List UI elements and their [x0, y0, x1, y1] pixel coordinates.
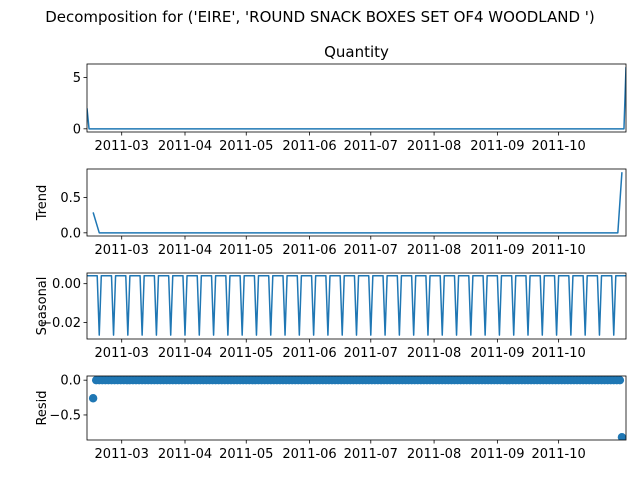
x-tick-label: 2011-07 [344, 139, 398, 154]
x-tick-label: 2011-04 [158, 139, 212, 154]
x-tick-label: 2011-08 [407, 447, 461, 462]
y-axis-label: Resid [35, 390, 50, 425]
y-tick-label: 0.00 [52, 277, 81, 292]
x-tick-label: 2011-09 [470, 346, 524, 361]
x-tick-label: 2011-08 [407, 346, 461, 361]
x-tick-label: 2011-08 [407, 243, 461, 258]
y-axis-label: Trend [35, 185, 50, 222]
y-tick-label: −0.5 [49, 408, 81, 423]
x-tick-label: 2011-06 [282, 447, 336, 462]
x-tick-label: 2011-07 [344, 243, 398, 258]
panel-data [87, 274, 626, 336]
panel-data [92, 172, 623, 234]
x-tick-label: 2011-10 [531, 447, 585, 462]
x-tick-label: 2011-09 [470, 243, 524, 258]
panel-data [88, 376, 626, 440]
resid-point [615, 376, 625, 385]
y-tick-label: 0.5 [60, 191, 81, 206]
x-tick-label: 2011-03 [95, 346, 149, 361]
x-tick-label: 2011-03 [95, 447, 149, 462]
y-tick-label: 0 [73, 122, 81, 137]
x-tick-label: 2011-03 [95, 243, 149, 258]
x-tick-label: 2011-06 [282, 346, 336, 361]
series-line [92, 172, 623, 234]
x-tick-label: 2011-04 [158, 346, 212, 361]
panel-data [87, 67, 626, 130]
x-tick-label: 2011-05 [219, 346, 273, 361]
panel-4: 0.0 −0.5 2011-03 2011-04 2011-05 2011-06 2011-… [35, 374, 627, 462]
x-tick-label: 2011-04 [158, 243, 212, 258]
panel-title: Quantity [324, 43, 389, 61]
x-tick-label: 2011-10 [531, 243, 585, 258]
panel-1: 0 5 2011-03 2011-04 2011-05 2011-06 2011-07 201… [73, 43, 627, 154]
x-tick-label: 2011-04 [158, 447, 212, 462]
x-tick-label: 2011-09 [470, 139, 524, 154]
y-tick-label: −0.02 [41, 316, 81, 331]
panel-2: 0.0 0.5 2011-03 2011-04 2011-05 2011-06 2011-0… [35, 168, 627, 258]
panel-3: 0.00 −0.02 2011-03 2011-04 2011-05 2011-06 201… [35, 272, 627, 361]
x-tick-label: 2011-06 [282, 243, 336, 258]
x-tick-label: 2011-07 [344, 447, 398, 462]
x-tick-label: 2011-10 [531, 139, 585, 154]
x-tick-label: 2011-06 [282, 139, 336, 154]
series-line [87, 67, 626, 130]
x-tick-label: 2011-05 [219, 447, 273, 462]
axes-frame [86, 168, 627, 237]
figure-title: Decomposition for ('EIRE', 'ROUND SNACK … [45, 8, 595, 26]
x-tick-label: 2011-03 [95, 139, 149, 154]
y-tick-label: 5 [73, 71, 81, 86]
axes-frame [86, 375, 627, 441]
x-tick-label: 2011-09 [470, 447, 524, 462]
x-tick-label: 2011-07 [344, 346, 398, 361]
resid-point [617, 433, 626, 440]
x-tick-label: 2011-08 [407, 139, 461, 154]
axes-frame [86, 272, 627, 340]
x-tick-label: 2011-05 [219, 243, 273, 258]
axes-frame [86, 63, 627, 133]
y-tick-label: 0.0 [60, 374, 81, 389]
resid-point [88, 394, 98, 403]
x-tick-label: 2011-05 [219, 139, 273, 154]
y-tick-label: 0.0 [60, 226, 81, 241]
seasonal-line [87, 274, 626, 336]
y-axis-label: Seasonal [35, 277, 50, 336]
x-tick-label: 2011-10 [531, 346, 585, 361]
